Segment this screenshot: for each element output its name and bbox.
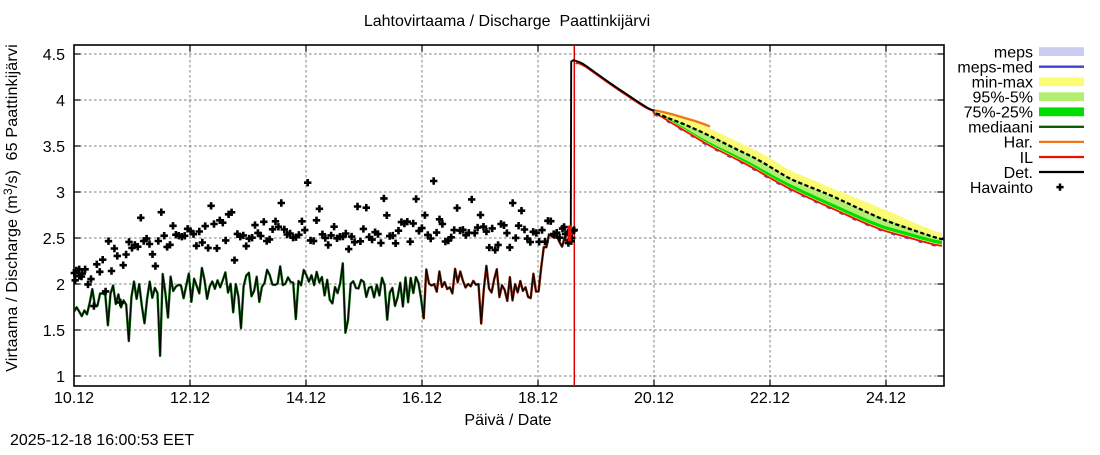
svg-text:Virtaama / Discharge (m3/s) 6: Virtaama / Discharge (m3/s) 65 Paattinki… [1, 44, 21, 372]
svg-text:2025-12-18 16:00:53 EET: 2025-12-18 16:00:53 EET [10, 432, 194, 449]
svg-text:meps: meps [994, 44, 1033, 61]
svg-text:2: 2 [56, 277, 65, 294]
svg-text:10.12: 10.12 [54, 390, 94, 407]
svg-text:Päivä / Date: Päivä / Date [464, 412, 551, 429]
svg-text:14.12: 14.12 [286, 390, 326, 407]
svg-text:20.12: 20.12 [634, 390, 674, 407]
svg-text:Det.: Det. [1004, 165, 1033, 182]
svg-text:12.12: 12.12 [170, 390, 210, 407]
svg-text:mediaani: mediaani [968, 120, 1033, 137]
svg-text:3.5: 3.5 [43, 139, 65, 156]
svg-text:Havainto: Havainto [970, 180, 1033, 197]
svg-text:Har.: Har. [1004, 135, 1033, 152]
svg-text:24.12: 24.12 [866, 390, 906, 407]
svg-text:3: 3 [56, 185, 65, 202]
svg-text:min-max: min-max [972, 75, 1033, 92]
svg-text:1: 1 [56, 369, 65, 386]
svg-text:2.5: 2.5 [43, 231, 65, 248]
svg-text:22.12: 22.12 [750, 390, 790, 407]
svg-text:95%-5%: 95%-5% [973, 90, 1033, 107]
svg-text:18.12: 18.12 [518, 390, 558, 407]
svg-text:meps-med: meps-med [957, 60, 1033, 77]
svg-text:4: 4 [56, 93, 65, 110]
svg-text:IL: IL [1020, 150, 1033, 167]
svg-text:75%-25%: 75%-25% [964, 105, 1033, 122]
svg-text:Lahtovirtaama / Discharge Paa: Lahtovirtaama / Discharge Paattinkijärvi [364, 13, 650, 30]
svg-text:1.5: 1.5 [43, 323, 65, 340]
svg-text:4.5: 4.5 [43, 47, 65, 64]
svg-text:16.12: 16.12 [402, 390, 442, 407]
